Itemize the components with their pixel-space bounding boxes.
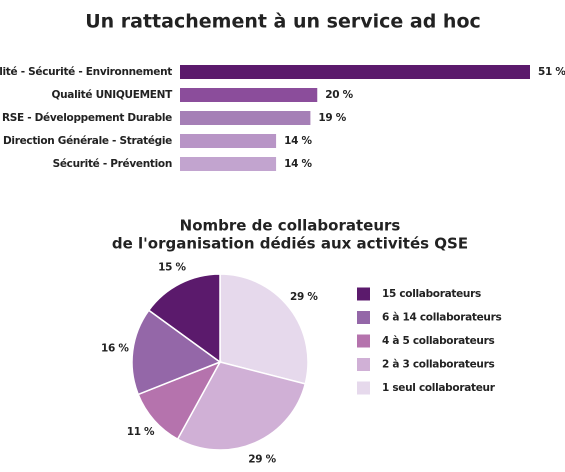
y-tick-label: Direction Générale - Stratégie (3, 135, 172, 147)
y-tick-label: Qualité UNIQUEMENT (52, 89, 174, 101)
chart-title: Nombre de collaborateurs (180, 217, 401, 235)
y-tick-label: Qualité - Sécurité - Environnement (0, 66, 172, 78)
legend-swatch (357, 334, 370, 348)
pie-slice (176, 361, 307, 451)
legend-swatch (357, 287, 370, 301)
pie-slice (147, 273, 221, 364)
bar (180, 88, 318, 102)
bar (180, 157, 277, 171)
legend-label: 1 seul collaborateur (382, 382, 496, 394)
value-label: 14 % (284, 158, 312, 170)
pie-slice (219, 273, 309, 385)
pie-slice (131, 309, 222, 396)
legend-swatch (357, 381, 370, 395)
value-label: 14 % (284, 135, 312, 147)
bar (180, 65, 530, 79)
value-label: 29 % (248, 453, 276, 465)
value-label: 20 % (325, 89, 353, 101)
y-tick-label: Sécurité - Prévention (53, 158, 172, 170)
y-tick-label: RSE - Développement Durable (2, 112, 172, 124)
value-label: 15 % (158, 262, 186, 274)
legend-label: 2 à 3 collaborateurs (382, 359, 494, 371)
legend-swatch (357, 311, 370, 324)
bar (180, 134, 277, 148)
value-label: 11 % (127, 426, 155, 438)
value-label: 29 % (290, 291, 318, 303)
chart-title: Un rattachement à un service ad hoc (85, 11, 481, 33)
chart-title: de l'organisation dédiés aux activités Q… (112, 235, 468, 253)
legend-swatch (357, 358, 370, 371)
legend-label: 15 collaborateurs (382, 288, 481, 300)
value-label: 51 % (538, 66, 565, 78)
legend-label: 4 à 5 collaborateurs (382, 335, 494, 347)
bar (180, 111, 311, 125)
value-label: 16 % (101, 343, 129, 355)
legend-label: 6 à 14 collaborateurs (382, 312, 501, 324)
value-label: 19 % (318, 112, 346, 124)
